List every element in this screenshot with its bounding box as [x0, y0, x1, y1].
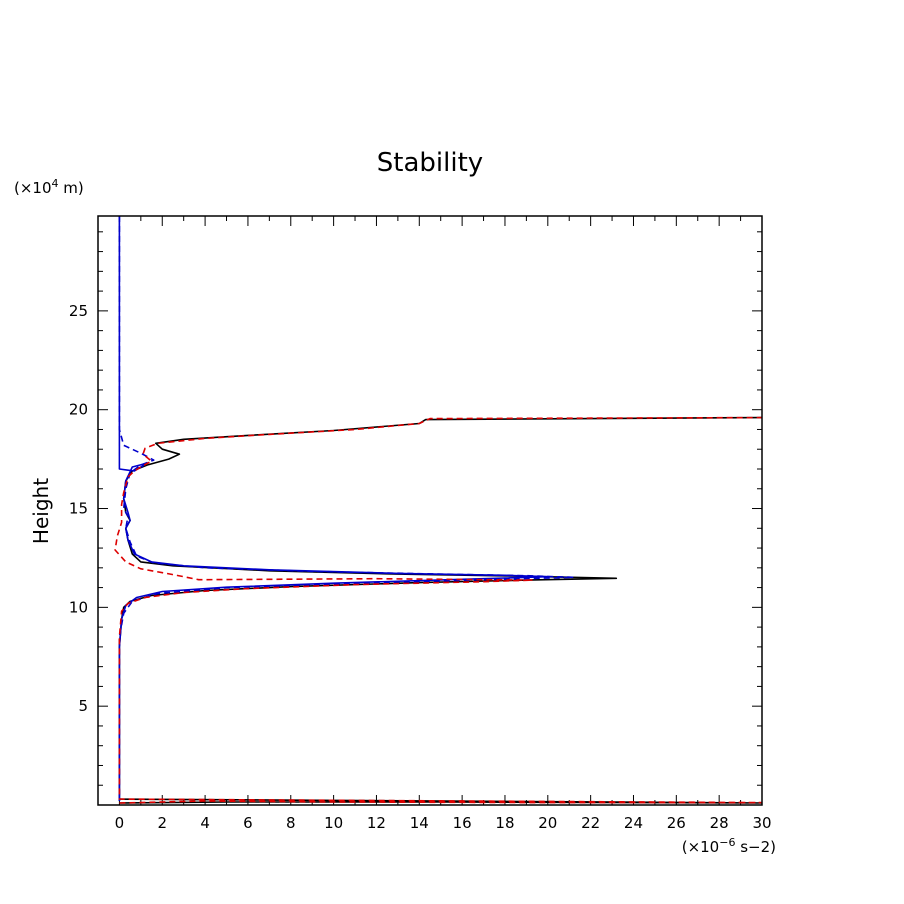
x-tick-label: 24 — [624, 814, 643, 832]
x-tick-label: 18 — [495, 814, 514, 832]
y-axis-title: Height — [29, 478, 53, 544]
x-tick-label: 6 — [243, 814, 253, 832]
axis-ticks — [97, 216, 763, 805]
x-tick-label: 14 — [410, 814, 429, 832]
series-line-1 — [118, 416, 762, 804]
series-layer — [114, 216, 762, 804]
y-tick-label: 15 — [69, 500, 88, 518]
x-tick-label: 4 — [200, 814, 210, 832]
series-line-3 — [118, 216, 575, 801]
y-tick-label: 20 — [69, 401, 88, 419]
y-axis-unit: (×104 m) — [14, 177, 84, 198]
x-tick-label: 26 — [667, 814, 686, 832]
x-tick-label: 0 — [115, 814, 125, 832]
x-tick-label: 2 — [157, 814, 167, 832]
x-unit-exponent: −6 — [719, 836, 735, 849]
x-tick-label: 20 — [538, 814, 557, 832]
x-axis-unit: (×10−6 s−2) — [682, 836, 776, 857]
x-tick-label: 12 — [367, 814, 386, 832]
y-unit-suffix: m) — [59, 179, 84, 197]
series-line-4 — [114, 416, 762, 804]
y-tick-label: 25 — [69, 302, 88, 320]
x-tick-label: 30 — [752, 814, 771, 832]
x-tick-label: 10 — [324, 814, 343, 832]
x-unit-suffix: s−2) — [735, 838, 776, 856]
y-tick-label: 10 — [69, 598, 88, 616]
chart-title: Stability — [377, 148, 483, 178]
x-tick-label: 16 — [453, 814, 472, 832]
y-tick-label: 5 — [78, 697, 88, 715]
series-line-2 — [118, 216, 549, 801]
plot-frame — [97, 215, 763, 806]
y-unit-prefix: (×10 — [14, 179, 52, 197]
x-tick-label: 8 — [286, 814, 296, 832]
x-unit-prefix: (×10 — [682, 838, 720, 856]
x-tick-label: 22 — [581, 814, 600, 832]
x-tick-label: 28 — [710, 814, 729, 832]
y-unit-exponent: 4 — [52, 177, 59, 190]
